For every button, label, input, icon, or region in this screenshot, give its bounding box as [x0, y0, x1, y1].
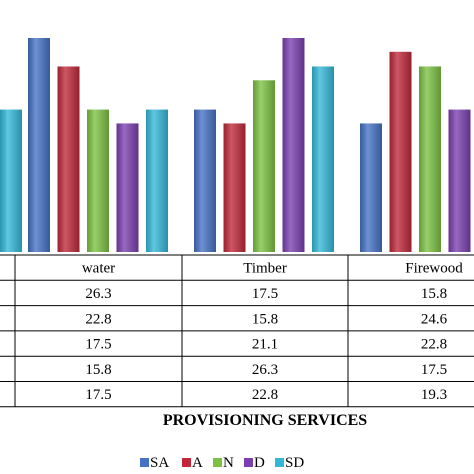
bar-n-water	[87, 109, 109, 253]
legend-swatch	[213, 458, 222, 467]
data-table: water Timber Firewood 26.3 17.5 15.8 22.8 15.8 2…	[0, 254, 474, 408]
bar-sheen	[360, 123, 382, 253]
table-header-timber: Timber	[243, 261, 287, 277]
bar-sd-timber	[312, 66, 334, 252]
bar-sheen	[57, 66, 80, 252]
bar-sheen	[194, 109, 216, 253]
table-header-water: water	[82, 261, 115, 277]
x-axis-title: PROVISIONING SERVICES	[163, 412, 367, 429]
bar-sheen	[87, 109, 109, 253]
legend: SA A N D SD	[140, 455, 304, 471]
bar-sheen	[116, 123, 139, 253]
legend-swatch	[182, 458, 191, 467]
legend-item-sa: SA	[140, 455, 169, 471]
bar-sheen	[282, 38, 305, 252]
bar-a-firewood	[389, 51, 412, 252]
bar-d-timber	[282, 38, 305, 252]
bar-sheen	[389, 51, 412, 252]
bars-layer	[0, 38, 471, 253]
bar-sheen	[312, 66, 334, 252]
legend-swatch	[140, 458, 149, 467]
table-cell: 22.8	[252, 387, 278, 403]
bar-sheen	[223, 123, 246, 253]
legend-item-d: D	[244, 455, 265, 471]
bar-sheen	[146, 109, 168, 253]
bar-sa-timber	[194, 109, 216, 253]
legend-swatch	[275, 458, 284, 467]
legend-swatch	[244, 458, 253, 467]
bar-sheen	[448, 109, 471, 253]
legend-label: SA	[150, 455, 169, 471]
bar-sheen	[28, 38, 50, 252]
bar-sheen	[0, 109, 22, 253]
legend-item-a: A	[182, 455, 203, 471]
table-cell: 17.5	[85, 387, 111, 403]
bar-sd-water	[146, 109, 168, 253]
table-cell: 17.5	[252, 286, 278, 302]
bar-sheen	[419, 66, 441, 252]
bar-sheen	[253, 80, 275, 252]
bar-n-firewood	[419, 66, 441, 252]
legend-item-sd: SD	[275, 455, 304, 471]
bar-d-firewood	[448, 109, 471, 253]
bar-sa-water	[28, 38, 50, 252]
bar-d-water	[116, 123, 139, 253]
table-cell: 26.3	[252, 362, 278, 378]
table-cell: 15.8	[421, 286, 447, 302]
table-cell: 26.3	[85, 286, 111, 302]
table-cell: 22.8	[85, 311, 111, 327]
table-header-firewood: Firewood	[405, 261, 463, 277]
legend-item-n: N	[213, 455, 234, 471]
legend-label: N	[223, 455, 234, 471]
table-cell: 15.8	[252, 311, 278, 327]
table-cell: 21.1	[252, 337, 278, 353]
table-cell: 24.6	[421, 311, 448, 327]
legend-label: D	[254, 455, 265, 471]
table-cell: 17.5	[421, 362, 447, 378]
bar-a-water	[57, 66, 80, 252]
bar-sd-col0	[0, 109, 22, 253]
legend-label: A	[192, 455, 203, 471]
bar-a-timber	[223, 123, 246, 253]
table-cell: 15.8	[85, 362, 111, 378]
table-cell: 19.3	[421, 387, 447, 403]
table-cell: 22.8	[421, 337, 447, 353]
bar-n-timber	[253, 80, 275, 252]
legend-label: SD	[285, 455, 304, 471]
bar-sa-firewood	[360, 123, 382, 253]
table-cell: 17.5	[85, 337, 111, 353]
